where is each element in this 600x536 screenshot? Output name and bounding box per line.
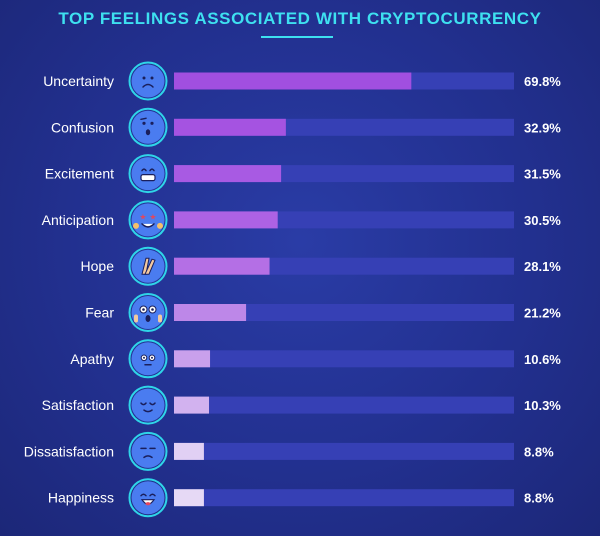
icon-ring	[128, 154, 168, 194]
category-label: Happiness	[48, 490, 114, 506]
bar	[174, 489, 204, 507]
category-label: Uncertainty	[43, 73, 114, 89]
screaming-face-icon	[128, 293, 168, 332]
bar-row-uncertainty: Uncertainty 69.8%	[43, 61, 561, 101]
bar-track	[174, 304, 514, 321]
bar-row-happiness: Happiness 8.8%	[48, 478, 554, 518]
bar-row-anticipation: Anticipation ★ ★ 30.5%	[42, 200, 561, 240]
icon-face	[131, 203, 165, 237]
bar-track	[174, 396, 514, 414]
bar-row-satisfaction: Satisfaction 10.3%	[42, 385, 561, 425]
icon-face	[131, 434, 165, 468]
category-label: Satisfaction	[42, 397, 114, 413]
category-label: Fear	[85, 305, 114, 321]
bar	[174, 304, 247, 321]
confused-face-icon	[128, 107, 168, 147]
icon-ring	[128, 339, 168, 379]
bar-row-apathy: Apathy 10.6%	[70, 339, 561, 379]
neutral-face-icon	[128, 339, 168, 379]
bar-track	[174, 350, 514, 368]
icon-ring	[128, 107, 168, 147]
bar-row-excitement: Excitement 31.5%	[45, 154, 561, 194]
category-label: Apathy	[70, 351, 114, 367]
happy-face-icon	[128, 478, 168, 518]
icon-face	[131, 342, 165, 376]
unamused-face-icon	[128, 431, 168, 471]
bar	[174, 211, 278, 229]
value-label: 32.9%	[524, 120, 561, 135]
bar	[174, 165, 282, 183]
bar-row-hope: Hope 28.1%	[81, 246, 561, 286]
chart-title: TOP FEELINGS ASSOCIATED WITH CRYPTOCURRE…	[58, 9, 542, 28]
icon-ring	[128, 200, 168, 240]
value-label: 8.8%	[524, 491, 554, 506]
value-label: 28.1%	[524, 259, 561, 274]
bar-track	[174, 489, 514, 507]
relieved-face-icon	[128, 385, 168, 425]
icon-ring	[128, 385, 168, 425]
icon-face	[131, 157, 165, 191]
icon-ring	[128, 478, 168, 518]
icon-face	[131, 64, 165, 98]
bar-row-confusion: Confusion 32.9%	[51, 107, 561, 147]
star-struck-face-icon: ★ ★	[128, 200, 168, 240]
bar	[174, 257, 270, 275]
bar	[174, 72, 412, 90]
icon-ring	[128, 431, 168, 471]
value-label: 10.3%	[524, 398, 561, 413]
bar-track	[174, 442, 514, 460]
icon-ring	[128, 246, 168, 286]
bar	[174, 442, 204, 460]
crossed-fingers-icon	[128, 246, 168, 286]
icon-ring	[128, 293, 168, 332]
icon-face	[131, 110, 165, 144]
value-label: 8.8%	[524, 444, 554, 459]
value-label: 10.6%	[524, 352, 561, 367]
svg-text:★: ★	[149, 212, 156, 221]
svg-text:★: ★	[139, 212, 146, 221]
icon-face	[131, 481, 165, 515]
value-label: 69.8%	[524, 74, 561, 89]
bar	[174, 118, 286, 136]
value-label: 30.5%	[524, 213, 561, 228]
value-label: 31.5%	[524, 167, 561, 182]
category-label: Excitement	[45, 166, 114, 182]
category-label: Anticipation	[42, 212, 114, 228]
bar	[174, 350, 211, 368]
icon-face	[131, 388, 165, 422]
bar	[174, 396, 210, 414]
grinning-face-icon	[128, 154, 168, 194]
category-label: Confusion	[51, 119, 114, 135]
category-label: Dissatisfaction	[24, 443, 114, 459]
value-label: 21.2%	[524, 306, 561, 321]
category-label: Hope	[81, 258, 115, 274]
icon-ring	[128, 61, 168, 101]
frowning-face-icon	[128, 61, 168, 101]
title-underline	[261, 36, 333, 38]
icon-face	[131, 296, 165, 329]
bar-row-fear: Fear 21.2%	[85, 293, 561, 332]
bar-row-dissatisfaction: Dissatisfaction 8.8%	[24, 431, 554, 471]
